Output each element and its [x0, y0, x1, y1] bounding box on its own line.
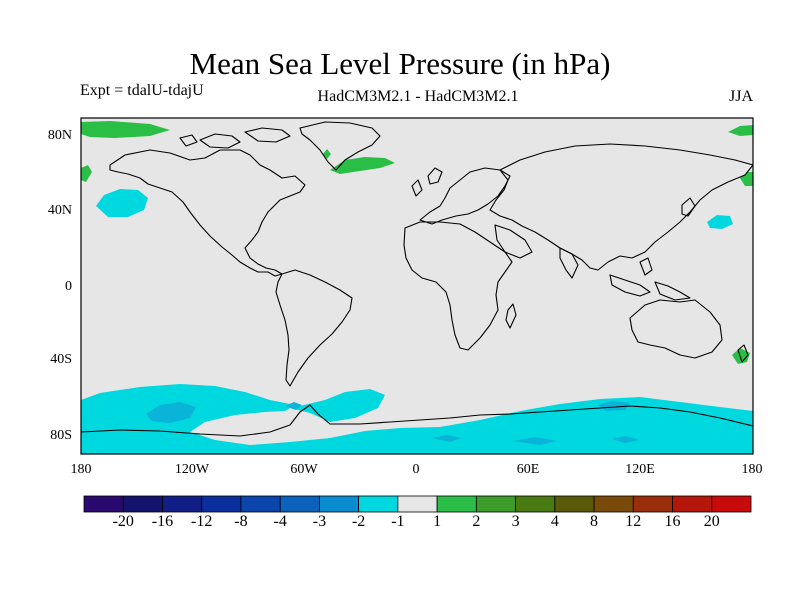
coast-africa	[403, 221, 513, 351]
lat-tick-0: 0	[65, 279, 72, 294]
negative-anomaly-southern-ocean	[81, 384, 753, 454]
season-label: JJA	[728, 88, 753, 105]
model-label: HadCM3M2.1 - HadCM3M2.1	[317, 88, 519, 105]
colorbar-label: -1	[391, 513, 405, 530]
colorbar-swatch	[319, 495, 360, 513]
lat-tick-40s: 40S	[50, 352, 72, 367]
coast-indonesia	[609, 257, 691, 301]
coast-arctic-islands	[179, 127, 291, 149]
coast-british-isles	[411, 179, 423, 197]
lat-tick-80n: 80N	[47, 128, 72, 143]
coast-japan	[681, 197, 696, 217]
lon-tick-180w: 180	[70, 462, 92, 477]
coast-greenland	[299, 121, 381, 171]
colorbar-label: 16	[664, 513, 681, 530]
colorbar-swatch	[83, 495, 124, 513]
colorbar-label: 8	[590, 513, 599, 530]
colorbar-swatch	[122, 495, 163, 513]
colorbar-swatch	[240, 495, 281, 513]
colorbar-swatch	[436, 495, 477, 513]
negative-anomaly-antarctic-core-2	[432, 435, 462, 442]
colorbar	[83, 495, 752, 513]
colorbar-label: -2	[351, 513, 366, 530]
colorbar-swatch	[672, 495, 713, 513]
positive-anomaly-alaska	[81, 165, 92, 182]
coast-australia	[629, 299, 723, 359]
coast-india	[559, 247, 579, 279]
coast-asia	[489, 143, 753, 271]
positive-anomaly-siberia	[740, 172, 753, 186]
colorbar-swatch	[475, 495, 516, 513]
map-frame	[80, 117, 754, 455]
positive-anomaly-new-zealand	[732, 348, 750, 364]
negative-anomaly-drake	[285, 402, 302, 410]
coast-antarctica	[81, 404, 753, 437]
colorbar-swatch	[711, 495, 752, 513]
lat-tick-80s: 80S	[50, 428, 72, 443]
lon-tick-120e: 120E	[625, 462, 655, 477]
lon-tick-60w: 60W	[290, 462, 318, 477]
colorbar-label: 20	[703, 513, 720, 530]
colorbar-swatch	[593, 495, 634, 513]
colorbar-label: 4	[550, 513, 559, 530]
coastlines	[81, 121, 753, 437]
lon-tick-60e: 60E	[516, 462, 540, 477]
lat-tick-40n: 40N	[47, 203, 72, 218]
colorbar-label: 3	[511, 513, 520, 530]
colorbar-swatch	[279, 495, 320, 513]
colorbar-swatch	[554, 495, 595, 513]
negative-anomaly-antarctic-core-4	[612, 436, 640, 443]
coast-arabia	[494, 224, 533, 259]
colorbar-label: -8	[234, 513, 248, 530]
negative-anomaly-north-pacific	[96, 189, 148, 217]
colorbar-swatch	[358, 495, 399, 513]
lon-tick-120w: 120W	[174, 462, 210, 477]
lon-tick-180e: 180	[741, 462, 763, 477]
positive-anomaly-greenland-dot	[323, 149, 331, 159]
lon-tick-0: 0	[412, 462, 420, 477]
colorbar-label: -12	[191, 513, 213, 530]
colorbar-swatch	[632, 495, 673, 513]
colorbar-label: -16	[151, 513, 174, 530]
colorbar-swatch	[397, 495, 438, 513]
negative-anomaly-antarctic-core-3	[512, 437, 557, 445]
coast-north-america	[109, 149, 306, 277]
colorbar-label: -4	[273, 513, 287, 530]
negative-anomaly-west-pacific	[707, 215, 733, 229]
colorbar-label: -3	[312, 513, 327, 530]
coast-madagascar	[505, 303, 517, 329]
colorbar-swatch	[515, 495, 556, 513]
negative-anomaly-antarctic-core-1	[598, 401, 630, 411]
positive-anomaly-arctic-east	[728, 125, 753, 136]
map-title: Mean Sea Level Pressure (in hPa)	[189, 46, 611, 81]
positive-anomaly-greenland-sea	[330, 157, 395, 174]
experiment-label: Expt = tdalU-tdajU	[80, 82, 204, 99]
positive-anomaly-arctic-west	[81, 121, 170, 138]
negative-anomaly-pacific-core	[146, 402, 196, 423]
colorbar-swatch	[201, 495, 242, 513]
colorbar-label: -20	[112, 513, 134, 530]
colorbar-label: 12	[625, 513, 642, 530]
colorbar-label: 1	[433, 513, 442, 530]
coast-new-zealand	[737, 344, 749, 363]
coast-south-america	[275, 269, 353, 387]
colorbar-label: 2	[472, 513, 481, 530]
colorbar-swatch	[162, 495, 203, 513]
coast-europe	[419, 167, 511, 225]
